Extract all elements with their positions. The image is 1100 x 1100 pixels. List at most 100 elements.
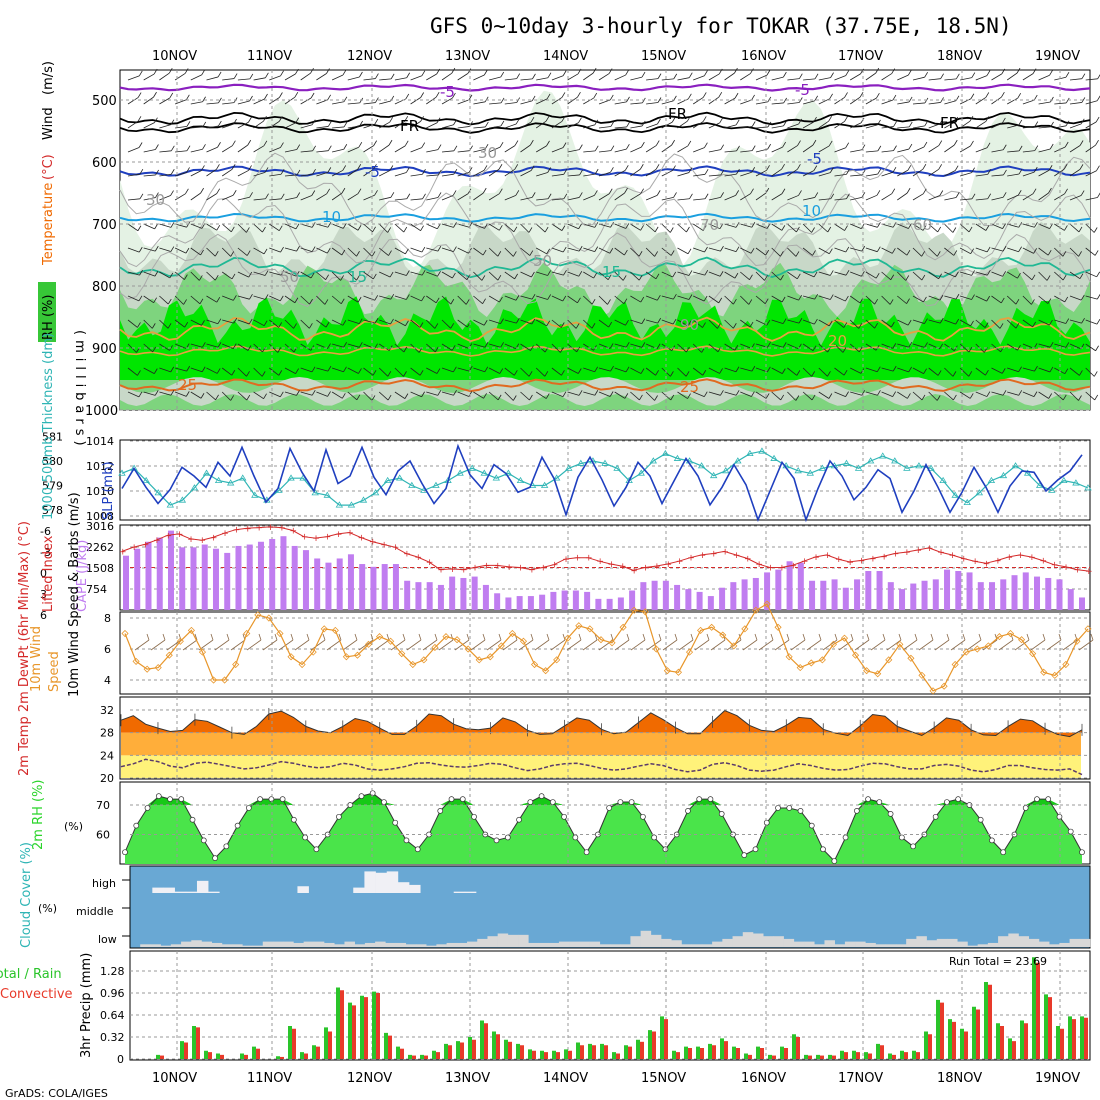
wind-barb-feather — [686, 226, 690, 233]
wind-barb — [489, 125, 501, 129]
wind-barb-feather — [767, 342, 771, 348]
wind-barb — [394, 271, 407, 276]
wind-barb — [928, 247, 938, 257]
lifted-index-point: + — [824, 551, 832, 561]
wind-barb-feather — [453, 366, 457, 373]
precip-total-bar — [492, 1031, 496, 1059]
wind-barb — [724, 295, 734, 305]
cloud-low-bar — [436, 944, 447, 947]
lifted-index-point: + — [324, 533, 332, 543]
wind-barb-feather — [246, 371, 250, 377]
thickness-point — [190, 484, 199, 491]
wind-barb — [1085, 391, 1095, 401]
wind-barb-feather — [246, 227, 250, 233]
wind-barb-feather — [500, 318, 504, 324]
wind-barb-feather — [1032, 188, 1037, 194]
wind-speed-point — [697, 626, 705, 634]
wind-barb — [374, 639, 390, 651]
wind-barb-feather — [1096, 318, 1100, 325]
wind-barb-feather — [214, 274, 219, 281]
wind-barb-feather — [624, 165, 629, 171]
wind-barb — [159, 223, 172, 228]
wind-barb — [488, 319, 501, 325]
wind-barb-feather — [406, 270, 410, 276]
lifted-index-point: + — [937, 548, 945, 558]
wind-speed-point — [863, 667, 871, 675]
rh-point — [155, 793, 162, 800]
wind-barb — [912, 193, 924, 201]
wind-barb — [473, 170, 485, 177]
cape-bar — [392, 564, 399, 610]
cape-bar — [584, 591, 591, 610]
wind-barb-feather — [685, 371, 690, 377]
wind-barb-feather — [547, 270, 552, 276]
wind-barb-feather — [1080, 190, 1085, 196]
wind-barb-feather — [641, 141, 645, 148]
wind-barb — [802, 121, 814, 129]
wind-barb-feather — [1032, 68, 1037, 74]
wind-barb — [912, 76, 925, 81]
thickness-point — [359, 496, 368, 503]
chart-title: GFS 0~10day 3-hourly for TOKAR (37.75E, … — [430, 14, 1012, 38]
wind-barb-feather — [309, 298, 313, 305]
wind-barb-feather — [167, 298, 172, 305]
wind-barb — [567, 223, 579, 230]
cape-bar — [1056, 579, 1063, 610]
wind-barb — [159, 150, 172, 153]
wind-barb — [246, 639, 262, 651]
contour-label: 30 — [478, 144, 497, 162]
lifted-index-point: + — [130, 543, 138, 553]
rh-point — [504, 834, 511, 841]
wind-barb — [1069, 343, 1082, 350]
wind-barb — [488, 295, 500, 303]
wind-speed-point — [807, 659, 815, 667]
wind-barb-feather — [578, 117, 582, 123]
wind-barb-feather — [955, 192, 960, 198]
wind-barb — [740, 343, 752, 349]
cape-bar — [482, 584, 489, 610]
wind-barb — [159, 124, 172, 129]
wind-barb — [567, 174, 580, 177]
wind-barb-feather — [452, 190, 457, 196]
precip-convective-bar — [940, 1002, 944, 1059]
wind-barb — [174, 295, 184, 305]
wind-barb — [551, 97, 563, 105]
wind-speed-point — [885, 656, 893, 664]
wind-barb-feather — [844, 116, 848, 122]
precip-convective-bar — [1036, 962, 1040, 1059]
precip-total-bar — [828, 1054, 832, 1059]
precip-convective-bar — [208, 1052, 212, 1059]
wind-barb — [566, 639, 582, 651]
wind-barb-feather — [515, 118, 520, 125]
cloud-tick-label: high — [92, 877, 116, 890]
cloud-low-bar — [906, 938, 917, 947]
lifted-index-point: + — [358, 533, 366, 543]
wind-barb-feather — [500, 342, 504, 348]
wind-barb — [127, 391, 140, 398]
temp-tick-label: 32 — [100, 704, 114, 717]
wind-barb-feather — [420, 92, 425, 98]
wind-barb — [332, 126, 345, 129]
wind-barb — [567, 73, 579, 81]
wind-barb-feather — [1096, 271, 1100, 278]
thickness-point — [540, 481, 549, 488]
wind-barb-feather — [781, 368, 786, 374]
wind-barb-feather — [338, 633, 342, 641]
wind-barb-feather — [892, 222, 897, 228]
wind-barb-feather — [670, 371, 674, 377]
wind-speed-point — [984, 642, 992, 650]
cloud-low-bar — [773, 936, 784, 947]
wind-barb — [222, 123, 234, 129]
wind-barb-feather — [720, 192, 724, 198]
wind-barb — [363, 367, 374, 376]
wind-barb-feather — [889, 299, 894, 305]
wind-barb — [677, 120, 688, 129]
wind-barb-feather — [655, 370, 659, 376]
contour-line — [119, 256, 1091, 279]
contour-label: 10 — [802, 202, 821, 220]
wind-barb — [790, 639, 806, 651]
thickness-point — [709, 471, 718, 479]
wind-barb — [802, 144, 814, 153]
precip-total-bar — [864, 1052, 868, 1059]
